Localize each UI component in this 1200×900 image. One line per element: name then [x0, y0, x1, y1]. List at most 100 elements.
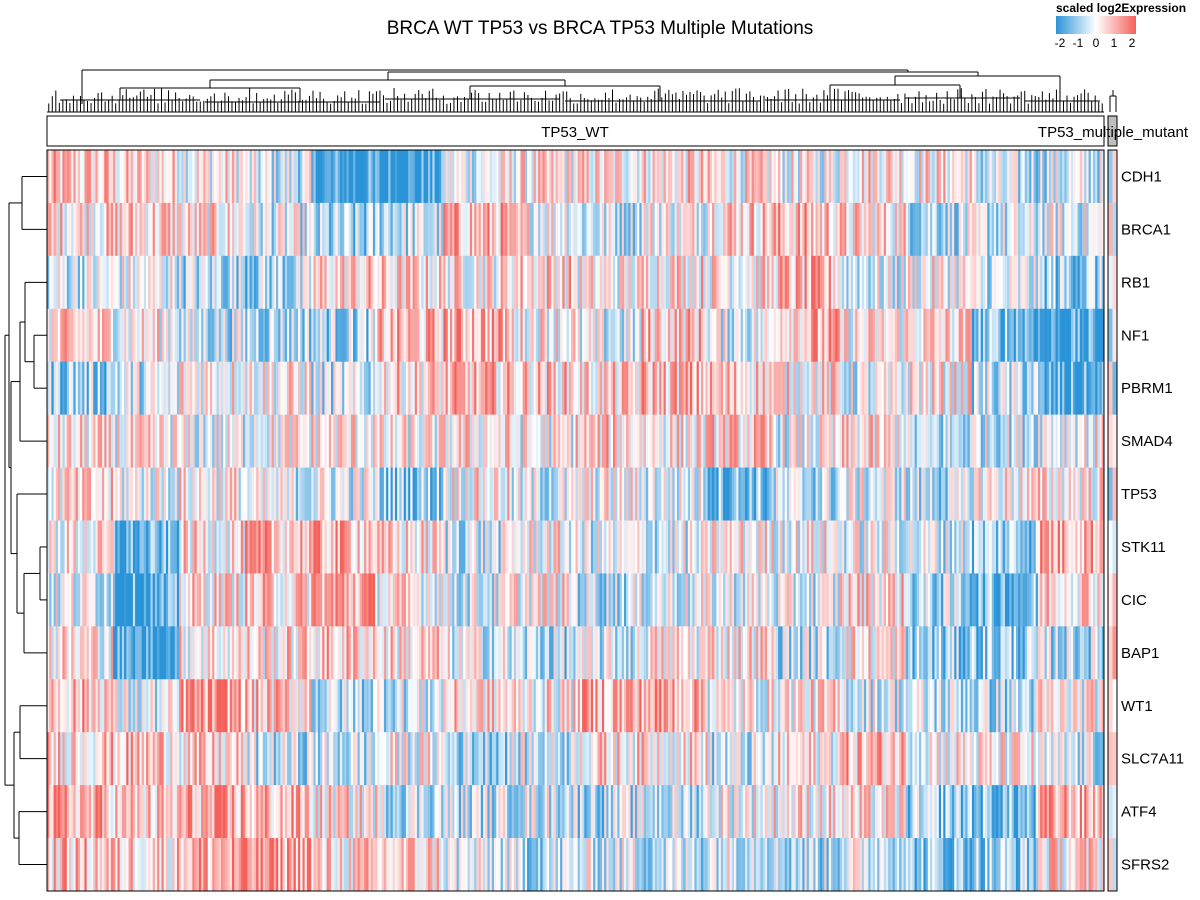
heatmap-cell — [317, 255, 321, 310]
heatmap-cell — [298, 150, 301, 204]
heatmap-cell — [641, 361, 645, 415]
heatmap-cell — [830, 414, 834, 468]
heatmap-cell — [176, 626, 180, 680]
heatmap-cell — [436, 150, 440, 204]
heatmap-cell — [370, 467, 374, 521]
heatmap-cell — [661, 255, 664, 310]
heatmap-cell — [533, 467, 537, 521]
heatmap-cell — [630, 520, 634, 574]
heatmap-cell — [987, 573, 990, 627]
heatmap-cell — [540, 202, 543, 257]
heatmap-cell — [328, 361, 332, 415]
heatmap-cell — [850, 202, 854, 257]
heatmap-cell — [368, 573, 372, 627]
heatmap-cell — [566, 150, 570, 204]
heatmap-cell — [1051, 308, 1054, 363]
heatmap-cell — [707, 308, 711, 363]
heatmap-cell — [212, 361, 215, 415]
heatmap-cell — [245, 202, 248, 257]
heatmap-cell — [742, 467, 746, 521]
heatmap-cell — [672, 255, 675, 310]
heatmap-cell — [465, 308, 468, 363]
heatmap-body-tp53-wt — [47, 150, 1105, 892]
heatmap-cell — [110, 467, 114, 521]
heatmap-cell — [480, 308, 484, 363]
heatmap-cell — [262, 202, 266, 257]
heatmap-cell — [273, 308, 277, 363]
heatmap-cell — [982, 255, 986, 310]
heatmap-cell — [386, 361, 389, 415]
heatmap-cell — [205, 308, 209, 363]
heatmap-cell — [544, 520, 548, 574]
heatmap-cell — [599, 308, 603, 363]
heatmap-cell — [608, 150, 612, 204]
heatmap-cell — [833, 361, 836, 415]
heatmap-cell — [113, 626, 116, 680]
heatmap-cell — [912, 520, 915, 574]
heatmap-cell — [399, 467, 402, 521]
heatmap-cell — [344, 308, 347, 363]
heatmap-cell — [185, 414, 189, 468]
heatmap-cell — [220, 467, 224, 521]
heatmap-cell — [361, 414, 365, 468]
heatmap-cell — [282, 467, 286, 521]
heatmap-cell — [555, 202, 559, 257]
heatmap-cell — [914, 520, 918, 574]
heatmap-cell — [868, 467, 871, 521]
heatmap-cell — [165, 308, 169, 363]
heatmap-cell — [731, 361, 735, 415]
heatmap-cell — [888, 520, 891, 574]
heatmap-cell — [130, 361, 134, 415]
heatmap-cell — [804, 361, 808, 415]
heatmap-cell — [894, 255, 898, 310]
heatmap-cell — [674, 202, 678, 257]
heatmap-cell — [568, 520, 572, 574]
heatmap-cell — [311, 361, 314, 415]
heatmap-cell — [366, 361, 369, 415]
heatmap-cell — [557, 361, 561, 415]
heatmap-cell — [949, 361, 953, 415]
heatmap-cell — [553, 414, 557, 468]
heatmap-cell — [64, 308, 68, 363]
heatmap-cell — [174, 308, 178, 363]
heatmap-cell — [452, 520, 455, 574]
heatmap-cell — [619, 255, 623, 310]
heatmap-cell — [681, 520, 684, 574]
heatmap-cell — [1015, 520, 1019, 574]
heatmap-cell — [782, 573, 786, 627]
heatmap-cell — [588, 573, 592, 627]
heatmap-cell — [835, 255, 838, 310]
heatmap-cell — [1004, 467, 1008, 521]
heatmap-cell — [1042, 467, 1045, 521]
heatmap-cell — [438, 626, 442, 680]
heatmap-cell — [368, 202, 372, 257]
heatmap-cell — [209, 467, 213, 521]
heatmap-cell — [84, 414, 87, 468]
heatmap-cell — [1084, 150, 1087, 204]
heatmap-cell — [683, 520, 686, 574]
heatmap-cell — [467, 150, 471, 204]
heatmap-cell — [64, 626, 68, 680]
heatmap-cell — [190, 255, 193, 310]
heatmap-cell — [69, 202, 72, 257]
heatmap-cell — [366, 202, 369, 257]
heatmap-cell — [474, 467, 477, 521]
heatmap-cell — [361, 308, 365, 363]
heatmap-cell — [615, 626, 618, 680]
heatmap-cell — [298, 414, 301, 468]
heatmap-cell — [500, 255, 504, 310]
heatmap-cell — [749, 150, 753, 204]
heatmap-cell — [51, 255, 54, 310]
heatmap-cell — [905, 255, 909, 310]
heatmap-cell — [573, 414, 576, 468]
heatmap-cell — [619, 150, 623, 204]
heatmap-cell — [311, 414, 314, 468]
heatmap-cell — [1059, 361, 1063, 415]
heatmap-cell — [520, 467, 523, 521]
heatmap-cell — [295, 467, 299, 521]
heatmap-cell — [542, 202, 546, 257]
heatmap-cell — [892, 255, 896, 310]
heatmap-cell — [383, 308, 387, 363]
heatmap-cell — [1040, 150, 1043, 204]
heatmap-cell — [383, 414, 387, 468]
